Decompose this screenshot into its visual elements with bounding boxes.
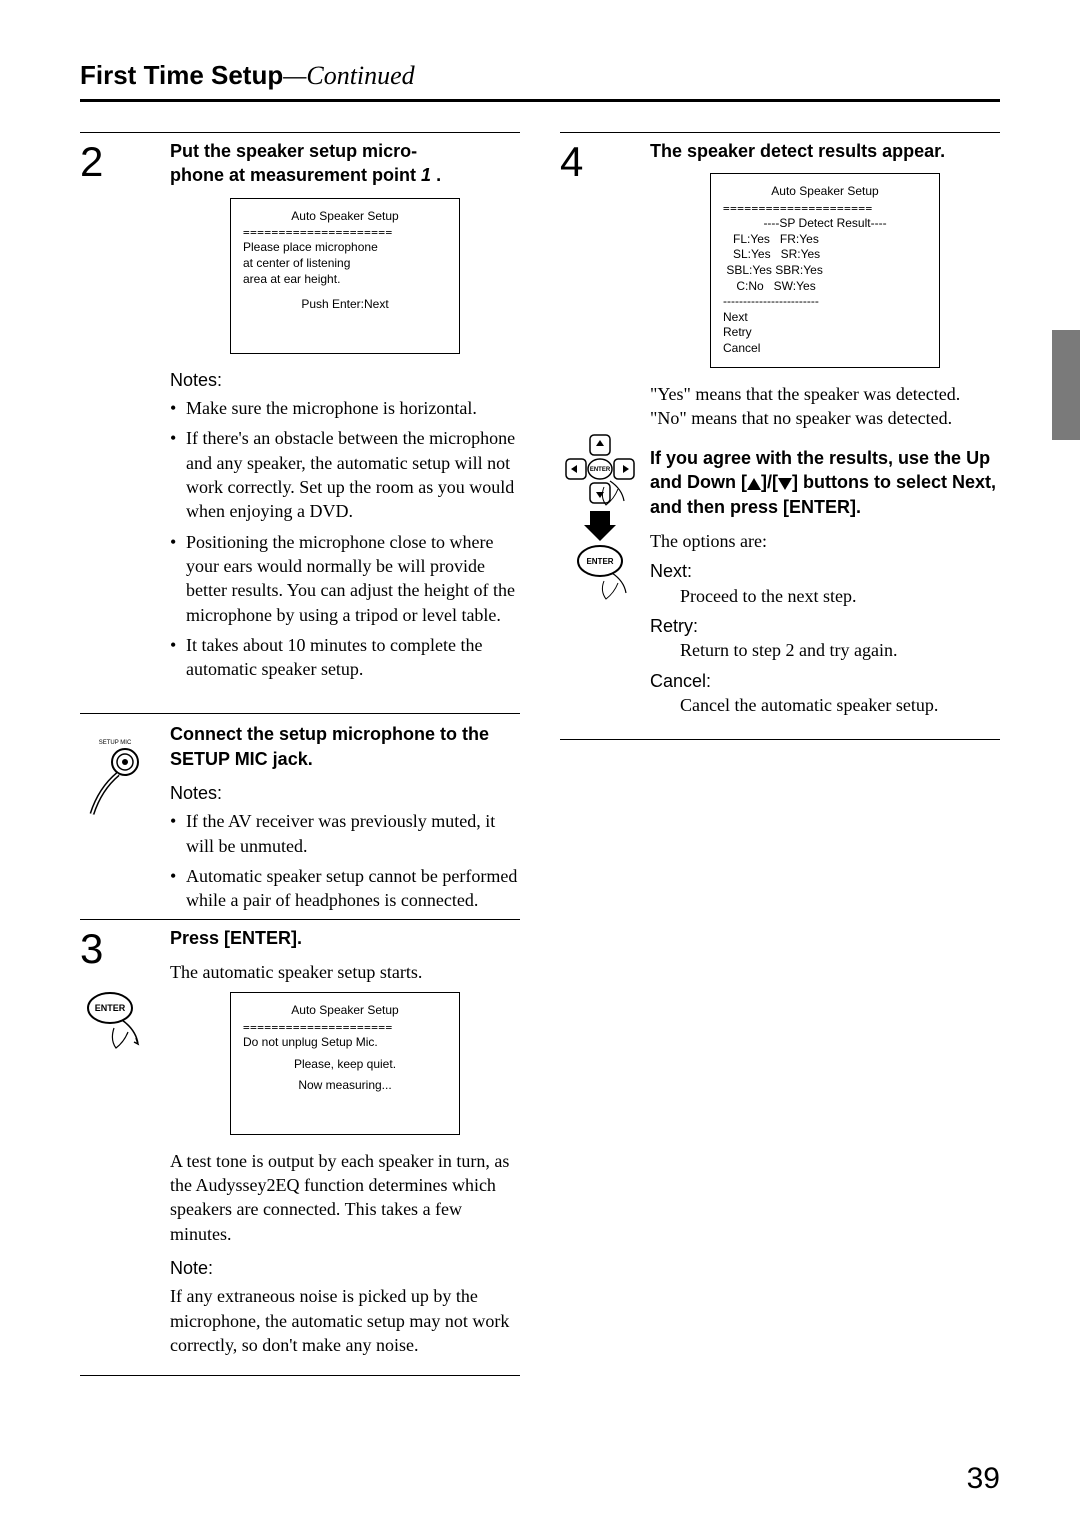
display-box-step4: Auto Speaker Setup =====================… xyxy=(710,173,940,367)
notes-label: Notes: xyxy=(170,781,520,805)
header-title: First Time Setup xyxy=(80,60,283,90)
note-item: It takes about 10 minutes to complete th… xyxy=(170,633,520,682)
display-box-step3: Auto Speaker Setup =====================… xyxy=(230,992,460,1135)
step-2-notes: Make sure the microphone is horizontal. … xyxy=(170,396,520,681)
connect-body: Connect the setup microphone to the SETU… xyxy=(170,722,520,918)
step-2-body: Put the speaker setup micro- phone at me… xyxy=(170,139,520,687)
connect-notes: If the AV receiver was previously muted,… xyxy=(170,809,520,912)
note-item: Automatic speaker setup cannot be perfor… xyxy=(170,864,520,913)
step-4-agree: If you agree with the results, use the U… xyxy=(650,446,1000,519)
display-line: area at ear height. xyxy=(243,272,447,288)
triangle-down-icon xyxy=(778,478,792,490)
step-3-note: If any extraneous noise is picked up by … xyxy=(170,1284,520,1357)
display-line: C:No SW:Yes xyxy=(723,279,927,295)
header-continued: —Continued xyxy=(283,61,414,90)
step-3-para: A test tone is output by each speaker in… xyxy=(170,1149,520,1246)
display-line: Push Enter:Next xyxy=(243,297,447,313)
display-line: Now measuring... xyxy=(243,1078,447,1094)
display-line: Next xyxy=(723,310,927,326)
svg-text:ENTER: ENTER xyxy=(95,1003,126,1013)
option-desc: Cancel the automatic speaker setup. xyxy=(650,693,1000,717)
step-2-number: 2 xyxy=(80,139,170,687)
enter-press-icon: ENTER xyxy=(80,982,150,1062)
divider xyxy=(560,739,1000,740)
step-4: 4 ENTER xyxy=(560,132,1000,721)
connect-aside: SETUP MIC xyxy=(80,722,170,918)
display-line: ------------------------ xyxy=(723,294,927,310)
divider xyxy=(80,1375,520,1376)
note-item: Make sure the microphone is horizontal. xyxy=(170,396,520,420)
option-name: Next: xyxy=(650,559,1000,583)
display-title: Auto Speaker Setup xyxy=(723,184,927,200)
display-sep: ===================== xyxy=(243,226,447,240)
display-line: Do not unplug Setup Mic. xyxy=(243,1035,447,1051)
display-sep: ===================== xyxy=(243,1021,447,1035)
page-header: First Time Setup—Continued xyxy=(80,60,1000,102)
display-line: Retry xyxy=(723,325,927,341)
side-tab xyxy=(1052,330,1080,440)
connect-title: Connect the setup microphone to the SETU… xyxy=(170,722,520,771)
option-name: Cancel: xyxy=(650,669,1000,693)
note-label: Note: xyxy=(170,1256,520,1280)
step-4-body: The speaker detect results appear. Auto … xyxy=(650,139,1000,721)
notes-label: Notes: xyxy=(170,368,520,392)
note-item: If there's an obstacle between the micro… xyxy=(170,426,520,523)
right-column: 4 ENTER xyxy=(560,132,1000,1376)
option-desc: Return to step 2 and try again. xyxy=(650,638,1000,662)
option-retry: Retry: Return to step 2 and try again. xyxy=(650,614,1000,663)
page-number: 39 xyxy=(967,1462,1000,1496)
connect-substep: SETUP MIC Connect the setup microphone t… xyxy=(80,713,520,918)
display-line: at center of listening xyxy=(243,256,447,272)
step-4-aside: 4 ENTER xyxy=(560,139,650,721)
display-line: Please, keep quiet. xyxy=(243,1057,447,1073)
step-number-text: 4 xyxy=(560,141,583,183)
dpad-enter-icon: ENTER ENTER xyxy=(560,433,640,613)
display-title: Auto Speaker Setup xyxy=(243,1003,447,1019)
step-4-explain: "Yes" means that the speaker was detecte… xyxy=(650,382,1000,431)
display-box-step2: Auto Speaker Setup =====================… xyxy=(230,198,460,354)
step-2: 2 Put the speaker setup micro- phone at … xyxy=(80,132,520,687)
display-line: ----SP Detect Result---- xyxy=(723,216,927,232)
note-item: If the AV receiver was previously muted,… xyxy=(170,809,520,858)
step-3-intro: The automatic speaker setup starts. xyxy=(170,960,520,984)
step-3-title: Press [ENTER]. xyxy=(170,926,520,950)
display-line: SBL:Yes SBR:Yes xyxy=(723,263,927,279)
display-line: SL:Yes SR:Yes xyxy=(723,247,927,263)
note-item: Positioning the microphone close to wher… xyxy=(170,530,520,627)
triangle-up-icon xyxy=(747,478,761,490)
option-next: Next: Proceed to the next step. xyxy=(650,559,1000,608)
display-line: Cancel xyxy=(723,341,927,357)
display-sep: ===================== xyxy=(723,202,927,216)
step-number-text: 2 xyxy=(80,141,103,183)
step-3: 3 ENTER Press [ENTER]. The automatic spe… xyxy=(80,919,520,1358)
options-intro: The options are: xyxy=(650,529,1000,553)
svg-text:ENTER: ENTER xyxy=(586,557,613,566)
step-3-body: Press [ENTER]. The automatic speaker set… xyxy=(170,926,520,1358)
step-number-text: 3 xyxy=(80,928,103,970)
step-2-title: Put the speaker setup micro- phone at me… xyxy=(170,139,520,188)
step-3-aside: 3 ENTER xyxy=(80,926,170,1358)
content-columns: 2 Put the speaker setup micro- phone at … xyxy=(80,132,1000,1376)
setup-mic-icon: SETUP MIC xyxy=(80,734,150,824)
option-desc: Proceed to the next step. xyxy=(650,584,1000,608)
display-title: Auto Speaker Setup xyxy=(243,209,447,225)
mic-label: SETUP MIC xyxy=(99,740,132,746)
display-line: Please place microphone xyxy=(243,240,447,256)
svg-text:ENTER: ENTER xyxy=(590,467,611,473)
option-name: Retry: xyxy=(650,614,1000,638)
step-4-title: The speaker detect results appear. xyxy=(650,139,1000,163)
display-line: FL:Yes FR:Yes xyxy=(723,232,927,248)
option-cancel: Cancel: Cancel the automatic speaker set… xyxy=(650,669,1000,718)
left-column: 2 Put the speaker setup micro- phone at … xyxy=(80,132,520,1376)
